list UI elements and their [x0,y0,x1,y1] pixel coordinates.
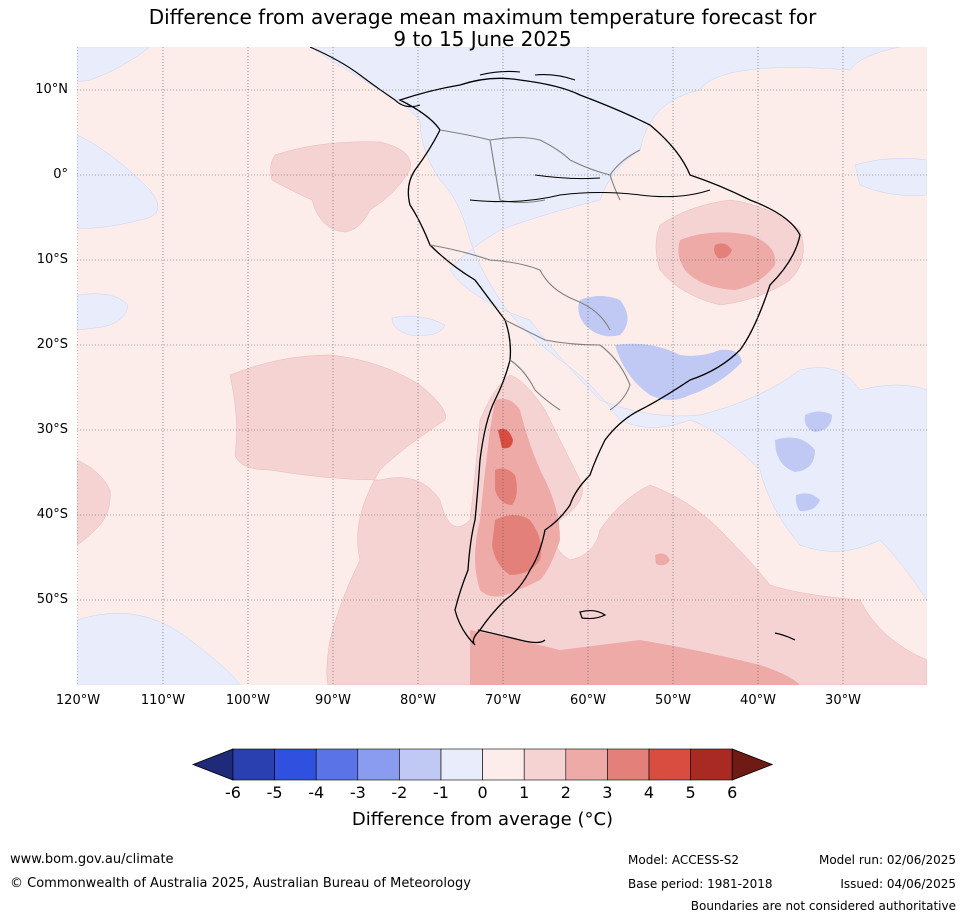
tierra-del-fuego [477,629,546,644]
colorbar-extend-high [731,748,774,781]
lon-label-90w: 90°W [315,693,351,708]
cool-region-east-pacific [77,134,159,229]
colorbar-swatch [440,748,483,781]
colorbar-extend-low [191,748,234,781]
footer-boundaries: Boundaries are not considered authoritat… [690,899,956,913]
warm-region-andes-hot [498,428,513,449]
colorbar-swatch [357,748,400,781]
lat-label-50s: 50°S [36,592,68,607]
colorbar-tick-label: 2 [560,783,571,802]
footer-model: Model: ACCESS-S2 [628,853,740,867]
colorbar-tick-label: -1 [433,783,449,802]
lat-label-30s: 30°S [36,422,68,437]
colorbar-tick-label: 5 [685,783,696,802]
colorbar-swatch [690,748,733,781]
colorbar-swatch [274,748,317,781]
cool-region-pacific-mid [77,293,129,331]
lat-label-10n: 10°N [35,82,68,97]
warm-region-ne-brazil-core [678,232,776,290]
lat-label-0: 0° [53,167,68,182]
colorbar-tick-label: -2 [391,783,408,802]
south-georgia [774,632,796,641]
lat-label-20s: 20°S [36,337,68,352]
lon-label-80w: 80°W [400,693,436,708]
colorbar-swatch [523,748,567,781]
colorbar [191,748,774,781]
colorbar-swatch [232,748,275,781]
colorbar-tick-label: -5 [266,783,283,802]
colorbar-tick-label: -4 [308,783,325,802]
lon-label-60w: 60°W [570,693,606,708]
major-rivers [469,174,711,203]
country-borders [429,129,641,411]
colorbar-swatch [482,748,525,781]
warm-region-galapagos [270,141,411,233]
cool-region-northwest [77,47,151,83]
colorbar-swatch [565,748,608,781]
cool-region-pacific-tiny [391,315,446,336]
colorbar-tick-label: -3 [349,783,366,802]
footer-copyright: © Commonwealth of Australia 2025, Austra… [10,876,471,891]
colorbar-swatch [648,748,691,781]
colorbar-swatch [315,748,359,781]
lon-label-110w: 110°W [140,693,186,708]
caribbean-islands [479,70,576,81]
lon-label-100w: 100°W [225,693,271,708]
cool-region-mato-grosso [578,296,628,337]
colorbar-label: Difference from average (°C) [351,809,614,830]
colorbar-tick-label: 3 [602,783,613,802]
footer-issued: Issued: 04/06/2025 [840,877,956,891]
lon-label-50w: 50°W [655,693,691,708]
warm-region-ne-brazil-hot [714,243,732,259]
map-title-line1: Difference from average mean maximum tem… [148,5,817,29]
colorbar-tick-label: 6 [727,783,738,802]
central-america-coastline [309,47,421,108]
footer-base-period: Base period: 1981-2018 [628,877,773,891]
colorbar-swatch [607,748,650,781]
warm-region-south-atlantic [470,630,800,685]
warm-region-south-pacific [229,354,927,685]
warm-region-small-1 [655,553,670,566]
colorbar-swatch [399,748,442,781]
colorbar-tick-label: 0 [477,783,488,802]
cool-region-atlantic-2 [775,437,815,472]
colorbar-tick-label: -6 [225,783,241,802]
map-title-line2: 9 to 15 June 2025 [393,27,572,51]
lat-label-10s: 10°S [36,252,68,267]
footer-model-run: Model run: 02/06/2025 [818,853,956,867]
cool-region-atlantic-3 [795,493,820,512]
warm-region-patagonia-hot [492,515,542,575]
warm-region-west-pacific [77,459,111,546]
falkland-islands [579,609,607,620]
cool-region-atlantic-1 [804,411,832,432]
cool-region-atlantic-east [854,158,927,196]
lon-label-40w: 40°W [740,693,776,708]
lat-label-40s: 40°S [36,507,68,522]
colorbar-tick-label: 4 [643,783,655,802]
cool-region-southeast-brazil [615,343,742,400]
colorbar-tick-label: 1 [519,783,530,802]
map-gridlines [77,47,927,685]
warm-region-central-arg [495,468,517,505]
cool-region-pacific-south [77,613,241,685]
lon-label-120w: 120°W [55,693,101,708]
south-america-coastline [398,77,801,646]
lon-label-30w: 30°W [825,693,861,708]
footer-url: www.bom.gov.au/climate [10,852,174,867]
lon-label-70w: 70°W [485,693,521,708]
